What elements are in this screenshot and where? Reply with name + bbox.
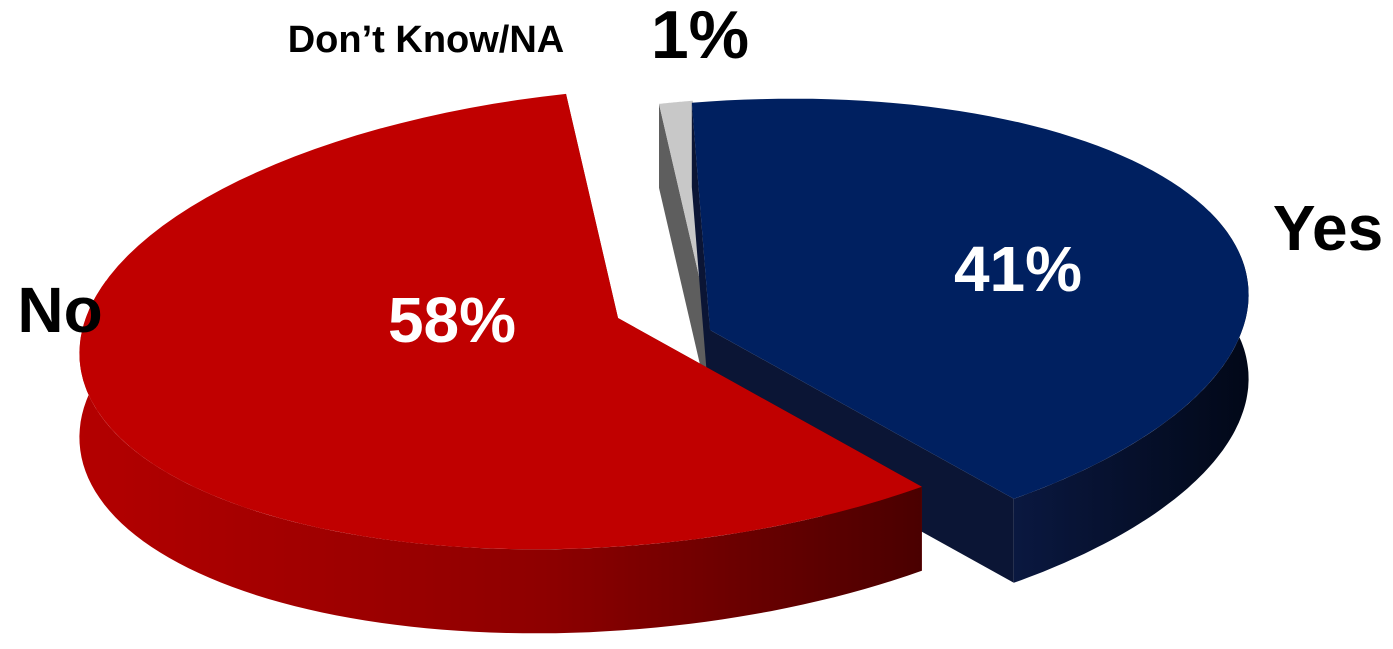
slice-yes-top bbox=[691, 98, 1249, 499]
value-label-no: 58% bbox=[388, 284, 516, 356]
category-label-yes: Yes bbox=[1273, 192, 1383, 264]
slice-don-t-know-na-start-wall bbox=[659, 103, 711, 413]
value-label-don-t-know-na: 1% bbox=[651, 0, 749, 73]
category-label-don-t-know-na: Don’t Know/NA bbox=[288, 19, 565, 61]
slice-don-t-know-na-top bbox=[659, 100, 711, 328]
category-label-no: No bbox=[17, 274, 102, 346]
slice-yes-side bbox=[1013, 211, 1249, 583]
slice-yes-start-wall bbox=[691, 102, 710, 414]
value-label-yes: 41% bbox=[954, 233, 1082, 305]
slice-no-side bbox=[79, 280, 922, 634]
slice-no-top bbox=[79, 93, 922, 550]
slice-no bbox=[79, 93, 922, 634]
